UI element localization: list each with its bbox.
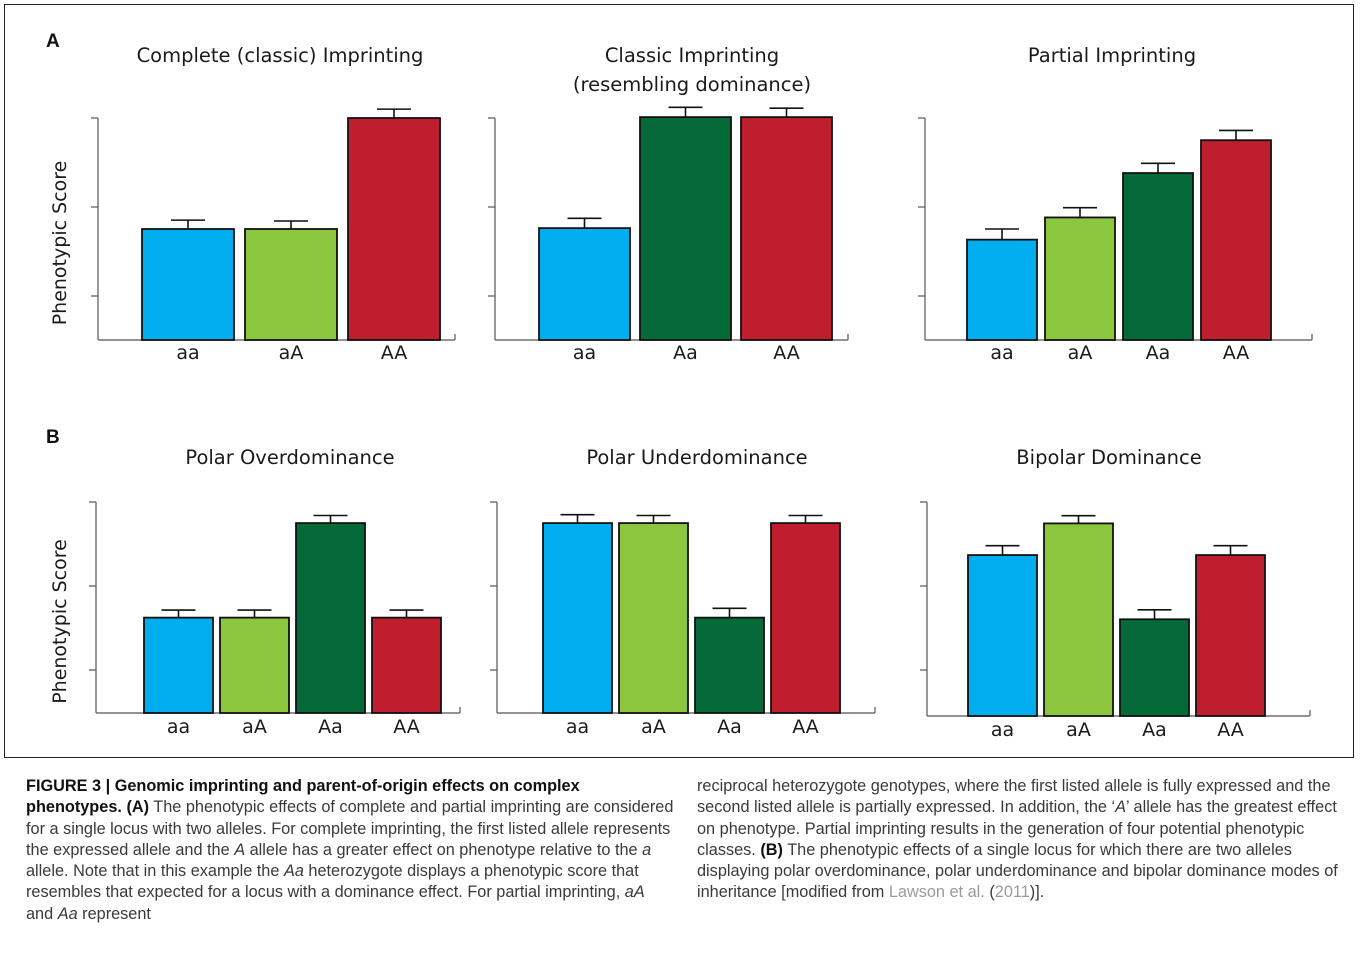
category-label-1-Aa: Aa	[673, 342, 698, 364]
category-label-2-aA: aA	[1068, 342, 1093, 364]
chart-title-5: Bipolar Dominance	[1016, 446, 1201, 469]
bar-0-aa	[141, 228, 235, 341]
category-label-2-AA: AA	[1223, 342, 1250, 364]
figure-frame	[4, 4, 1354, 758]
bar-5-AA	[1195, 554, 1266, 717]
bar-3-Aa	[295, 522, 366, 714]
category-label-3-AA: AA	[393, 716, 420, 738]
bar-2-aA	[1044, 216, 1116, 341]
bar-3-aA	[219, 616, 290, 714]
bar-0-aA	[244, 228, 338, 341]
bar-0-AA	[347, 117, 441, 341]
caption-reference-year-link[interactable]: 2011	[994, 883, 1030, 902]
category-label-0-aA: aA	[279, 342, 304, 364]
category-label-4-aA: aA	[641, 716, 666, 738]
y-axis-label-3: Phenotypic Score	[49, 539, 71, 704]
category-label-4-AA: AA	[792, 716, 819, 738]
caption-figure-label: FIGURE 3 | Genomic imprinting and parent…	[26, 777, 580, 817]
category-label-1-AA: AA	[773, 342, 800, 364]
category-label-2-Aa: Aa	[1146, 342, 1171, 364]
category-label-1-aa: aa	[573, 342, 596, 364]
caption-part-a-text-3: allele. Note that in this example the	[26, 862, 280, 881]
chart-title-1: Classic Imprinting	[605, 44, 779, 67]
chart-title-3: Polar Overdominance	[185, 446, 394, 469]
category-label-2-aa: aa	[990, 342, 1013, 364]
category-label-5-Aa: Aa	[1142, 719, 1167, 741]
panel-label-B: B	[46, 427, 60, 448]
bar-2-aa	[966, 238, 1038, 341]
bar-1-Aa	[639, 116, 732, 341]
chart-title-1-line2: (resembling dominance)	[573, 73, 811, 96]
bar-3-AA	[371, 616, 442, 714]
caption-right-column: reciprocal heterozygote genotypes, where…	[697, 776, 1342, 904]
chart-title-2: Partial Imprinting	[1028, 44, 1196, 67]
caption-allele-a: a	[642, 840, 652, 859]
panel-label-A: A	[46, 31, 60, 52]
bar-4-aA	[618, 522, 689, 714]
caption-part-a-text-2: allele has a greater effect on phenotype…	[249, 840, 638, 859]
category-label-5-aa: aa	[991, 719, 1014, 741]
caption-part-a-text-4: heterozygote displays a phenotypic score…	[26, 862, 639, 902]
category-label-5-AA: AA	[1217, 719, 1244, 741]
bar-5-Aa	[1119, 618, 1190, 717]
caption-part-b-label: (B)	[760, 840, 783, 859]
caption-word-represent: represent	[82, 904, 151, 923]
category-label-5-aA: aA	[1066, 719, 1091, 741]
bar-2-Aa	[1122, 172, 1194, 341]
category-label-4-Aa: Aa	[717, 716, 742, 738]
figure-svg: A B Complete (classic) Imprinting Phenotypi…	[46, 31, 1313, 741]
bar-5-aa	[967, 554, 1038, 717]
caption-right-text-2: ’ allele has the greatest effect on phen…	[697, 798, 1337, 859]
bar-3-aa	[143, 616, 214, 714]
caption-allele-A: A	[234, 840, 246, 859]
category-label-3-Aa: Aa	[318, 716, 343, 738]
caption-word-and: and	[26, 904, 54, 923]
caption-reference-author-link[interactable]: Lawson et al.	[888, 883, 985, 902]
caption-right-allele-A: A	[1115, 798, 1126, 817]
caption-part-b-text: The phenotypic effects of a single locus…	[697, 840, 1338, 902]
caption-genotype-Aa: Aa	[283, 862, 304, 881]
bar-1-AA	[740, 116, 833, 341]
chart-title-0: Complete (classic) Imprinting	[137, 44, 424, 67]
caption-left-column: FIGURE 3 | Genomic imprinting and parent…	[26, 776, 676, 925]
chart-title-4: Polar Underdominance	[586, 446, 807, 469]
caption-right-text-1: reciprocal heterozygote genotypes, where…	[697, 777, 1331, 817]
caption-reference-close: )].	[1029, 883, 1045, 902]
y-axis-label-0: Phenotypic Score	[49, 161, 71, 326]
caption-part-a-label: (A)	[126, 798, 150, 817]
bar-4-aa	[542, 522, 613, 714]
category-label-4-aa: aa	[566, 716, 589, 738]
bar-4-AA	[770, 522, 841, 714]
category-label-3-aA: aA	[242, 716, 267, 738]
bar-4-Aa	[694, 616, 765, 714]
bar-2-AA	[1200, 139, 1272, 341]
category-label-0-AA: AA	[381, 342, 408, 364]
category-label-0-aa: aa	[176, 342, 199, 364]
caption-reference-open: (	[989, 883, 995, 902]
caption-genotype-Aa-2: Aa	[57, 904, 78, 923]
caption-part-a-text-1: The phenotypic effects of complete and p…	[26, 798, 674, 859]
caption-genotype-aA: aA	[624, 883, 645, 902]
category-label-3-aa: aa	[167, 716, 190, 738]
bar-1-aa	[538, 227, 631, 341]
bar-5-aA	[1043, 522, 1114, 717]
